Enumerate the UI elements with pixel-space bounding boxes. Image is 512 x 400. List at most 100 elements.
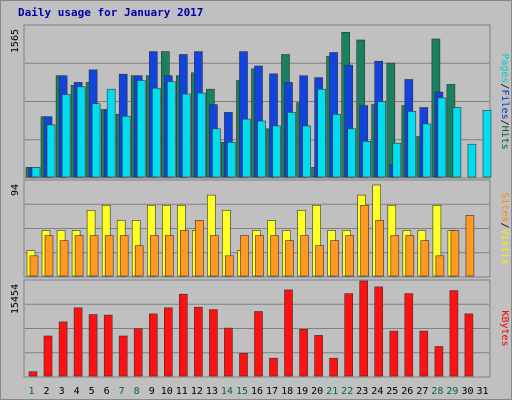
middle-bar-sites-7: [119, 235, 129, 277]
middle-bar-sites-17: [270, 235, 279, 277]
bottom-bar-kbytes-27: [419, 330, 429, 377]
middle-bar-sites-12: [195, 220, 204, 277]
middle-bar-sites-5: [89, 235, 99, 277]
x-tick-label-15: 15: [236, 386, 248, 397]
bottom-bar-kbytes-26: [404, 293, 414, 377]
middle-bar-sites-29: [450, 230, 460, 277]
bottom-bar-kbytes-25: [389, 330, 399, 377]
x-tick-label-8: 8: [134, 386, 140, 397]
bottom-bar-kbytes-30: [464, 313, 474, 377]
top-bar-pages-3: [61, 94, 71, 178]
x-tick-label-5: 5: [89, 386, 95, 397]
x-tick-label-25: 25: [386, 386, 398, 397]
axis-label-separator: /: [499, 222, 510, 228]
x-tick-label-3: 3: [59, 386, 65, 397]
x-tick-label-28: 28: [431, 386, 443, 397]
bottom-bar-kbytes-16: [254, 311, 263, 377]
middle-bar-sites-28: [435, 255, 445, 277]
top-bar-pages-20: [317, 88, 326, 178]
middle-bar-sites-18: [285, 240, 294, 277]
x-tick-label-20: 20: [311, 386, 323, 397]
middle-panel: 94 Sites/Visits: [10, 179, 510, 278]
x-tick-label-10: 10: [161, 386, 173, 397]
top-bar-pages-6: [106, 88, 116, 178]
bottom-bar-kbytes-10: [164, 307, 173, 377]
middle-axis-label-part: Sites: [499, 192, 510, 222]
middle-bar-sites-10: [165, 235, 174, 277]
middle-axis-label: Sites/Visits: [499, 192, 510, 264]
x-tick-label-18: 18: [281, 386, 293, 397]
middle-bar-sites-23: [360, 205, 370, 277]
axis-label-separator: /: [499, 83, 510, 89]
top-bar-pages-14: [227, 142, 236, 178]
x-tick-label-24: 24: [371, 386, 383, 397]
bottom-bar-kbytes-17: [269, 357, 278, 377]
middle-bar-sites-19: [300, 235, 309, 277]
middle-bar-sites-22: [345, 235, 355, 277]
middle-bar-sites-6: [104, 235, 114, 277]
x-tick-label-19: 19: [296, 386, 308, 397]
x-tick-label-11: 11: [176, 386, 188, 397]
top-bar-pages-25: [392, 142, 402, 178]
top-bar-pages-10: [167, 81, 176, 178]
middle-bar-sites-3: [59, 240, 69, 277]
top-bar-pages-31: [482, 110, 492, 178]
top-bar-pages-16: [257, 120, 266, 178]
x-axis-tick-labels: 1 2 3 4 5 6 7 8 9 10 11 12 13 14 15 16 17 18 19 20 21 22 23 24 2…: [28, 386, 488, 397]
top-bar-pages-19: [302, 125, 311, 178]
bottom-bar-kbytes-24: [374, 286, 384, 377]
x-tick-label-6: 6: [104, 386, 110, 397]
bottom-bar-kbytes-29: [449, 290, 459, 377]
x-tick-label-21: 21: [326, 386, 338, 397]
top-bar-pages-22: [347, 128, 357, 178]
x-tick-label-23: 23: [356, 386, 368, 397]
top-bar-pages-7: [121, 115, 131, 178]
bottom-bar-kbytes-5: [88, 314, 98, 377]
bottom-bar-kbytes-18: [284, 289, 293, 377]
bottom-bar-kbytes-11: [179, 293, 188, 377]
bottom-panel: 15454 KBytes: [10, 279, 510, 378]
middle-bar-sites-4: [74, 235, 84, 277]
top-axis-label-part: Files: [499, 89, 510, 119]
middle-bar-sites-16: [255, 235, 264, 277]
middle-bar-sites-8: [134, 245, 144, 277]
bottom-axis-label-part: KBytes: [499, 310, 510, 346]
middle-bar-sites-14: [225, 255, 234, 277]
x-tick-label-14: 14: [221, 386, 233, 397]
top-bar-pages-11: [182, 93, 191, 178]
bottom-ymax-label: 15454: [10, 284, 21, 314]
middle-ymax-label: 94: [10, 184, 21, 196]
middle-bar-sites-24: [375, 220, 385, 277]
bottom-bar-kbytes-22: [344, 293, 354, 377]
bottom-bar-kbytes-12: [194, 306, 203, 377]
top-axis-label-part: Hits: [499, 126, 510, 150]
bottom-bar-kbytes-28: [434, 346, 444, 377]
middle-bar-sites-15: [240, 235, 249, 277]
x-tick-label-27: 27: [416, 386, 428, 397]
top-bar-pages-8: [136, 80, 146, 178]
middle-bar-sites-13: [210, 235, 219, 277]
bottom-axis-label: KBytes: [499, 310, 510, 346]
bottom-bar-kbytes-3: [58, 321, 68, 377]
top-bar-pages-1: [31, 167, 41, 178]
top-bar-pages-9: [152, 87, 161, 178]
middle-bar-sites-25: [390, 235, 400, 277]
bottom-bar-kbytes-4: [73, 307, 83, 377]
x-tick-label-22: 22: [341, 386, 353, 397]
middle-bar-sites-20: [315, 245, 324, 277]
x-tick-label-7: 7: [119, 386, 125, 397]
top-bar-pages-17: [272, 125, 281, 178]
bottom-bar-kbytes-21: [329, 357, 338, 377]
middle-bar-sites-1: [29, 255, 39, 277]
bottom-bar-kbytes-6: [103, 314, 113, 377]
bottom-bar-kbytes-7: [118, 335, 128, 377]
middle-bar-sites-21: [330, 240, 339, 277]
x-tick-label-1: 1: [28, 386, 34, 397]
bottom-bar-kbytes-8: [133, 328, 143, 377]
x-tick-label-29: 29: [446, 386, 458, 397]
top-bar-pages-13: [212, 128, 221, 178]
top-bar-pages-29: [452, 107, 462, 178]
x-tick-label-30: 30: [461, 386, 473, 397]
top-bar-pages-15: [242, 118, 251, 178]
